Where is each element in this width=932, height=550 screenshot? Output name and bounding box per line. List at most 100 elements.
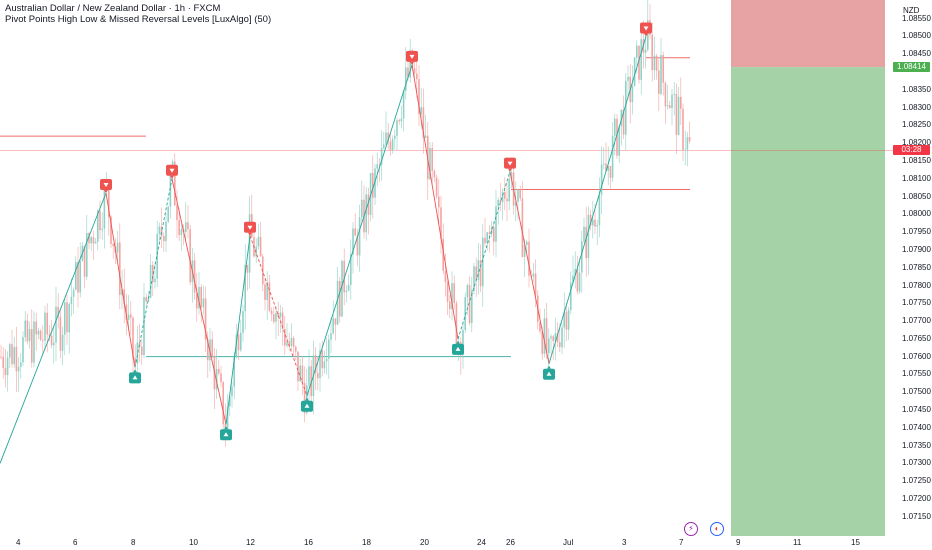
price-tick: 1.07500	[902, 387, 931, 397]
candle	[493, 221, 495, 256]
price-tick: 1.08000	[902, 209, 931, 219]
candle	[347, 274, 350, 292]
indicator-title[interactable]: Pivot Points High Low & Missed Reversal …	[5, 14, 272, 25]
candle	[669, 100, 671, 109]
candle	[664, 81, 667, 124]
price-tick: 1.08300	[902, 102, 931, 112]
candle	[504, 177, 506, 211]
candle	[33, 311, 35, 368]
candle	[550, 333, 552, 354]
price-tick: 1.08150	[902, 155, 931, 165]
candle	[418, 65, 420, 127]
candle	[611, 122, 614, 182]
candle	[323, 350, 326, 374]
candle	[655, 53, 658, 80]
candle	[603, 147, 605, 170]
price-tick: 1.07200	[902, 493, 931, 503]
candle	[35, 312, 37, 351]
candle	[303, 366, 306, 423]
candle	[552, 335, 554, 360]
candle	[440, 195, 442, 254]
candle	[345, 285, 348, 303]
candle	[600, 146, 603, 214]
candle	[119, 223, 121, 310]
pivot-high-marker	[406, 50, 418, 65]
candle	[284, 315, 286, 355]
candle	[189, 224, 191, 285]
price-tick: 1.07950	[902, 227, 931, 237]
candle	[70, 278, 73, 317]
candle	[354, 213, 356, 236]
candle	[686, 132, 689, 167]
candle	[301, 356, 304, 395]
candle	[475, 257, 477, 297]
pivot-low-marker	[129, 369, 141, 384]
target-price-tag: 1.08414	[893, 62, 930, 73]
candle	[264, 278, 266, 311]
economic-events-icon[interactable]: ◐	[710, 522, 724, 536]
candle	[587, 206, 590, 275]
candle	[28, 321, 31, 349]
candle	[330, 317, 332, 354]
candle	[57, 293, 59, 329]
price-axis[interactable]: NZD 1.08550 1.08500 1.08450 1.08350 1.08300 1…	[893, 0, 932, 536]
candle	[499, 183, 502, 212]
candle	[391, 135, 394, 154]
lightning-icon[interactable]: ⚡	[684, 522, 698, 536]
candle	[48, 325, 51, 342]
candle	[196, 273, 198, 322]
candle	[680, 77, 682, 125]
candle	[17, 357, 20, 392]
candle	[44, 305, 46, 351]
time-axis[interactable]: 4 6 8 10 12 16 18 20 24 26 Jul 3 7 9 11 15	[0, 536, 893, 550]
time-tick: 6	[73, 538, 78, 547]
candle	[292, 335, 295, 357]
candle	[477, 243, 480, 295]
candle	[215, 349, 218, 399]
candle	[193, 252, 196, 300]
candle	[468, 276, 471, 326]
candle	[622, 95, 625, 140]
candle	[605, 142, 607, 172]
candle	[585, 207, 587, 277]
price-tick: 1.07400	[902, 422, 931, 432]
zigzag-segment	[306, 64, 413, 396]
candle	[574, 251, 576, 289]
candle	[671, 89, 673, 126]
price-tick: 1.07550	[902, 369, 931, 379]
time-tick: 7	[679, 538, 684, 547]
candle	[554, 317, 557, 361]
candle	[444, 253, 447, 297]
candle	[633, 56, 636, 87]
candle	[482, 224, 484, 307]
zigzag-segment	[457, 171, 511, 340]
time-tick: 9	[736, 538, 741, 547]
candle	[596, 219, 598, 245]
candle	[616, 113, 618, 159]
symbol-title[interactable]: Australian Dollar / New Zealand Dollar ·…	[5, 3, 221, 14]
candle	[660, 37, 662, 96]
time-tick: 10	[189, 538, 198, 547]
candle	[598, 177, 601, 238]
candle	[127, 295, 130, 332]
time-tick: 20	[420, 538, 429, 547]
position-zones	[731, 0, 885, 536]
candle	[288, 332, 290, 351]
candle	[308, 349, 310, 406]
candle	[11, 329, 13, 368]
candle	[380, 130, 383, 181]
candle	[275, 306, 277, 340]
loss-zone	[731, 0, 885, 68]
time-tick: 12	[246, 538, 255, 547]
candle	[248, 196, 251, 289]
pivot-low-marker	[543, 365, 555, 380]
candle	[145, 293, 147, 306]
candle	[15, 326, 18, 393]
candle	[55, 286, 57, 361]
candle	[497, 197, 499, 225]
candle	[543, 308, 546, 358]
pivot-high-marker	[244, 221, 256, 236]
candle	[545, 302, 548, 360]
candle	[638, 45, 640, 84]
